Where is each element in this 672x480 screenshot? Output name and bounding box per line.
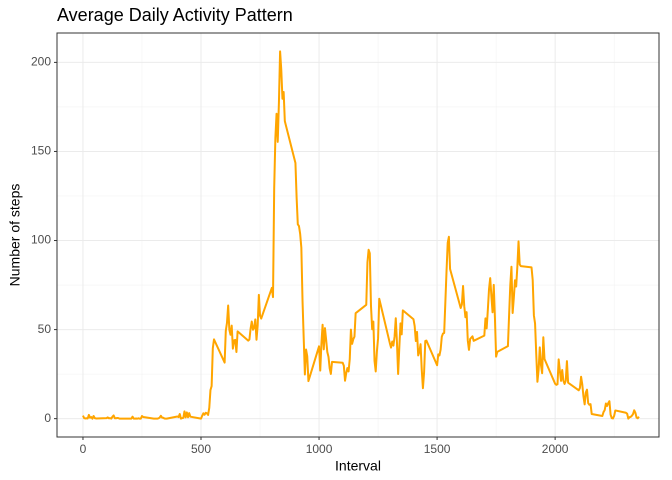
y-tick-label: 200 — [31, 55, 51, 69]
x-axis-title: Interval — [335, 458, 381, 474]
x-tick-label: 2000 — [542, 442, 569, 456]
y-axis-title: Number of steps — [7, 184, 23, 287]
y-tick-label: 50 — [38, 322, 52, 336]
x-tick-label: 1500 — [424, 442, 451, 456]
plot — [82, 50, 640, 420]
x-tick-label: 500 — [191, 442, 211, 456]
y-tick-label: 0 — [44, 411, 51, 425]
x-tick-label: 1000 — [306, 442, 333, 456]
y-tick-label: 150 — [31, 144, 51, 158]
panel-border — [56, 32, 660, 438]
y-tick-label: 100 — [31, 233, 51, 247]
data-line — [82, 50, 640, 420]
chart-title: Average Daily Activity Pattern — [57, 5, 293, 25]
grid — [57, 33, 659, 437]
x-tick-label: 0 — [80, 442, 87, 456]
